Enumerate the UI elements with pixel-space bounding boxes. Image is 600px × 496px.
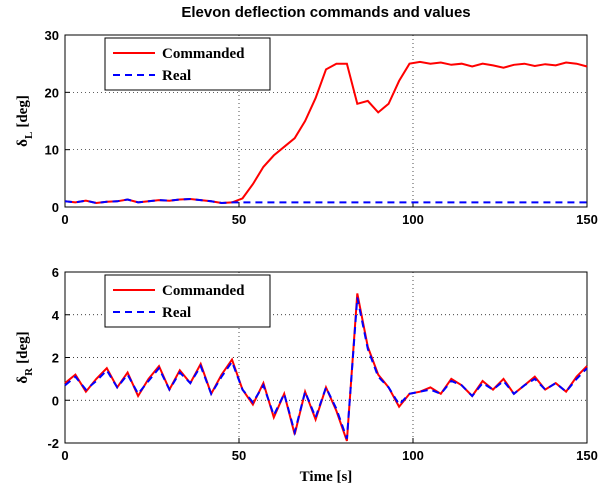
y-axis-label: δL [deg] <box>15 95 35 147</box>
x-axis-label: Time [s] <box>300 469 353 485</box>
x-tick-label: 100 <box>402 448 424 463</box>
legend-box <box>104 37 271 91</box>
x-tick-label: 150 <box>576 212 598 227</box>
y-tick-label: 0 <box>52 393 59 408</box>
y-label-subscript: L <box>23 132 35 139</box>
x-tick-label: 0 <box>61 212 68 227</box>
legend-label: Commanded <box>162 46 245 62</box>
x-tick-label: 150 <box>576 448 598 463</box>
legend-label: Real <box>162 68 191 84</box>
x-tick-label: 100 <box>402 212 424 227</box>
y-label-unit: [deg] <box>15 331 31 364</box>
series-line <box>64 197 587 205</box>
legend-label: Commanded <box>162 283 245 299</box>
legend-label: Real <box>162 305 191 321</box>
y-tick-label: 0 <box>52 200 59 215</box>
x-tick-label: 50 <box>232 448 246 463</box>
y-label-symbol: δ <box>15 139 31 147</box>
y-tick-label: 4 <box>52 308 60 323</box>
y-tick-label: 6 <box>52 265 59 280</box>
y-label-unit: [deg] <box>15 95 31 128</box>
y-tick-label: 2 <box>52 351 59 366</box>
x-tick-label: 50 <box>232 212 246 227</box>
y-tick-label: 30 <box>45 28 59 43</box>
x-tick-label: 0 <box>61 448 68 463</box>
y-label-symbol: δ <box>15 376 31 384</box>
chart-title: Elevon deflection commands and values <box>181 4 470 21</box>
y-tick-label: 20 <box>45 85 59 100</box>
y-label-subscript: R <box>23 367 35 376</box>
plot-frame <box>64 34 588 208</box>
series-line <box>64 293 588 442</box>
y-tick-label: 10 <box>45 143 59 158</box>
series-line <box>64 297 588 440</box>
y-axis-label: δR [deg] <box>15 331 35 383</box>
plot-frame <box>64 271 588 444</box>
legend-box <box>104 274 271 328</box>
y-tick-label: -2 <box>47 436 59 451</box>
